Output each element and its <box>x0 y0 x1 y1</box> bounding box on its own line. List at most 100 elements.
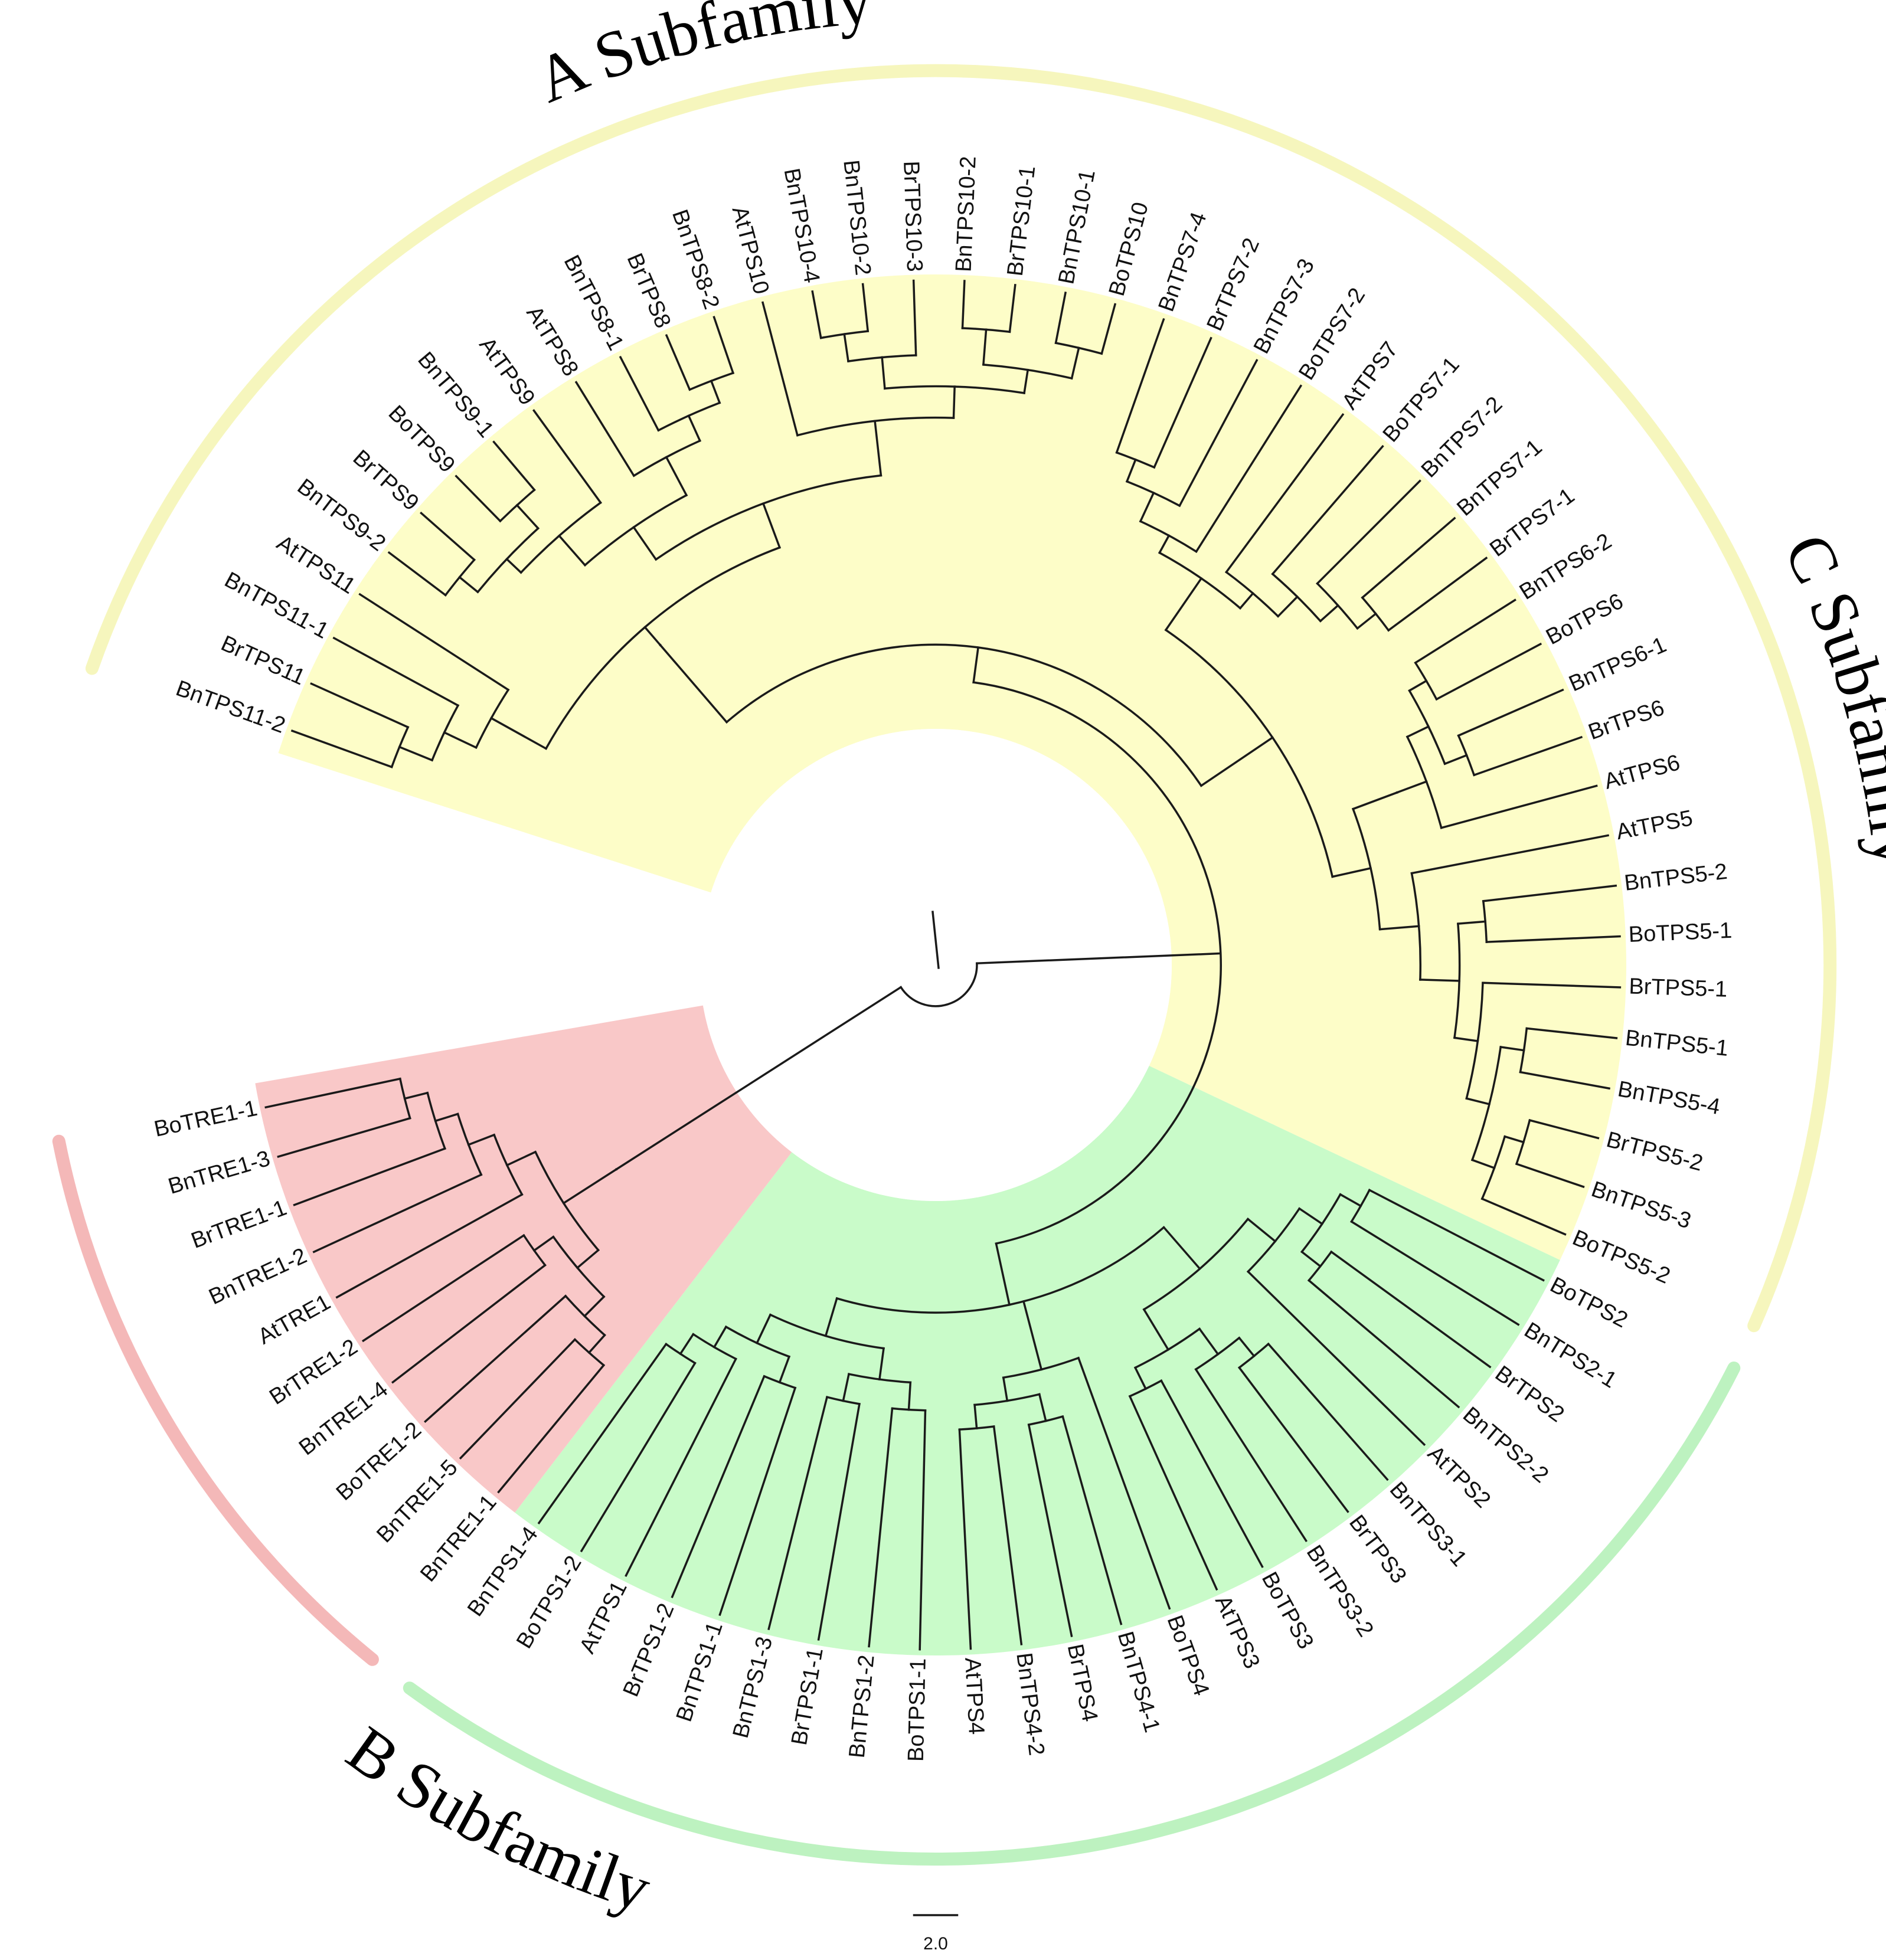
leaf-label-botps1-1: BoTPS1-1 <box>904 1658 931 1762</box>
tree-branch-arc <box>1164 628 1334 878</box>
tree-branch <box>1351 791 1399 810</box>
scale-bar: 2.0 <box>913 1914 959 1954</box>
tree-branch <box>1267 1342 1389 1481</box>
tree-branch <box>1246 1270 1426 1447</box>
tree-branch <box>497 1363 606 1494</box>
tree-branch-arc <box>632 439 702 477</box>
leaf-label-bntps3-2: BnTPS3-2 <box>1302 1541 1378 1641</box>
tree-branch <box>755 1313 772 1345</box>
leaf-label-brtps10-1: BrTPS10-1 <box>1003 165 1041 278</box>
tree-branch <box>574 381 636 477</box>
tree-branch <box>1410 834 1610 875</box>
tree-branch <box>1159 1379 1264 1568</box>
tree-branch-arc <box>492 1133 524 1196</box>
subfamily-b-sector <box>278 274 1626 1260</box>
subfamily-c-sector <box>255 1005 792 1513</box>
tree-branch-arc <box>1480 1135 1506 1200</box>
leaf-label-botps10: BoTPS10 <box>1104 199 1153 299</box>
leaf-label-brtps1-1: BrTPS1-1 <box>787 1646 828 1748</box>
tree-branch <box>907 1381 912 1411</box>
tree-branch <box>1297 1207 1324 1226</box>
tree-branch <box>619 355 660 432</box>
tree-branch-arc <box>1142 1218 1250 1311</box>
tree-branch <box>817 1402 861 1641</box>
leaf-label-bntps10-2: BnTPS10-2 <box>838 159 875 277</box>
tree-branch <box>505 1150 537 1167</box>
tree-branch <box>587 1333 606 1354</box>
tree-branch <box>1139 491 1155 523</box>
tree-branch <box>459 1338 577 1460</box>
tree-branch <box>1443 754 1468 765</box>
leaf-label-attps1: AtTPS1 <box>575 1578 632 1658</box>
tree-branch <box>455 475 502 523</box>
leaf-label-attps9: AtTPS9 <box>474 333 540 410</box>
tree-branch-arc <box>725 643 1203 787</box>
tree-branch <box>643 626 662 647</box>
tree-branch <box>878 1347 885 1381</box>
tree-branch <box>515 503 540 530</box>
tree-branch-arc <box>1453 922 1461 1039</box>
tree-branch-arc <box>1300 1193 1342 1254</box>
tree-branch-arc <box>724 1325 791 1358</box>
tree-branch <box>1519 1071 1611 1090</box>
tree-branch <box>625 1357 737 1577</box>
tree-branch <box>420 511 476 561</box>
tree-branch <box>1070 346 1080 380</box>
tree-branch <box>467 1133 496 1146</box>
leaf-label-bntps6-2: BnTPS6-2 <box>1515 529 1616 605</box>
leaf-label-bntps5-2: BnTPS5-2 <box>1623 859 1728 896</box>
tree-branch <box>1329 1250 1492 1369</box>
tree-branch-arc <box>1246 1207 1301 1274</box>
tree-branch <box>1319 604 1340 623</box>
tree-branch <box>1276 595 1299 618</box>
tree-branch-arc <box>1002 1356 1080 1379</box>
tree-branch <box>665 334 691 391</box>
tree-branch <box>1142 1308 1170 1352</box>
tree-branch-arc <box>847 1373 912 1384</box>
tree-branch <box>614 986 903 1171</box>
tree-branch <box>665 456 688 497</box>
tree-branch <box>1316 479 1421 585</box>
tree-branch <box>576 1248 600 1269</box>
leaf-label-brtps6: BrTPS6 <box>1585 695 1667 745</box>
leaf-label-bntre1-2: BnTRE1-2 <box>205 1244 311 1310</box>
tree-branch <box>1331 867 1372 878</box>
tree-branch-arc <box>1139 519 1198 554</box>
leaf-label-attre1: AtTRE1 <box>254 1290 335 1349</box>
leaf-label-botps5-1: BoTPS5-1 <box>1628 918 1733 947</box>
tree-branch <box>1128 1395 1218 1591</box>
leaf-label-brtps5-1: BrTPS5-1 <box>1629 974 1728 1002</box>
tree-branch <box>824 1297 838 1337</box>
tree-branch <box>398 745 434 762</box>
tree-branch <box>1027 1423 1073 1637</box>
tree-branch <box>1133 1366 1148 1390</box>
tree-branch <box>961 280 966 329</box>
leaf-label-attps4: AtTPS4 <box>960 1657 989 1735</box>
leaf-label-bntps8-2: BnTPS8-2 <box>667 207 724 312</box>
leaf-label-brtps2: BrTPS2 <box>1491 1361 1568 1427</box>
tree-branch <box>310 682 410 729</box>
tree-branch <box>843 333 849 363</box>
tree-branch-arc <box>456 1112 483 1176</box>
leaf-label-brtps1-2: BrTPS1-2 <box>619 1600 679 1700</box>
tree-branch <box>868 1407 894 1648</box>
tree-branch <box>1482 884 1617 902</box>
tree-branch <box>1465 1097 1491 1106</box>
tree-branch <box>659 643 728 724</box>
leaf-label-botps2: BoTPS2 <box>1546 1272 1632 1333</box>
leaf-label-bntps7-3: BnTPS7-3 <box>1249 255 1319 358</box>
leaf-label-bntps4-2: BnTPS4-2 <box>1011 1651 1049 1757</box>
scale-bar-label: 2.0 <box>923 1934 948 1954</box>
tree-branch <box>1339 1193 1362 1208</box>
leaf-label-brtps7-1: BrTPS7-1 <box>1485 483 1579 562</box>
tree-branch <box>995 1242 1011 1306</box>
tree-branch <box>718 1386 797 1617</box>
tree-branch <box>424 1294 567 1423</box>
tree-branch <box>976 952 1222 965</box>
leaf-label-botps5-2: BoTPS5-2 <box>1569 1225 1674 1289</box>
tree-branch-arc <box>973 1393 1041 1406</box>
leaf-label-botps3: BoTPS3 <box>1257 1568 1318 1653</box>
tree-branch-arc <box>430 703 460 762</box>
tree-branch <box>1246 1218 1277 1243</box>
tree-branch <box>1356 612 1378 630</box>
